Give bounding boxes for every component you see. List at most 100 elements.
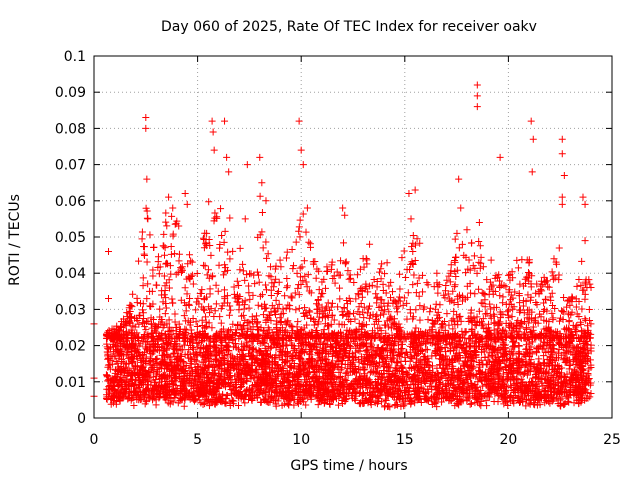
data-point bbox=[496, 292, 503, 299]
data-point bbox=[347, 275, 354, 282]
data-point bbox=[381, 270, 388, 277]
data-point bbox=[205, 266, 212, 273]
data-point bbox=[227, 307, 234, 314]
data-point bbox=[202, 313, 209, 320]
data-point bbox=[229, 248, 236, 255]
data-point bbox=[452, 273, 459, 280]
data-point bbox=[168, 243, 175, 250]
data-point bbox=[296, 223, 303, 230]
data-point bbox=[546, 284, 553, 291]
data-point bbox=[488, 257, 495, 264]
data-point bbox=[281, 292, 288, 299]
data-point bbox=[376, 269, 383, 276]
data-point bbox=[104, 356, 111, 363]
data-point bbox=[292, 306, 299, 313]
data-point bbox=[256, 279, 263, 286]
data-point bbox=[293, 239, 300, 246]
data-point bbox=[190, 280, 197, 287]
data-point bbox=[313, 275, 320, 282]
data-point bbox=[265, 250, 272, 257]
data-point bbox=[235, 282, 242, 289]
data-point bbox=[325, 299, 332, 306]
data-point bbox=[283, 284, 290, 291]
data-point bbox=[297, 265, 304, 272]
data-point bbox=[163, 304, 170, 311]
data-point bbox=[178, 346, 185, 353]
data-point bbox=[156, 306, 163, 313]
data-point bbox=[258, 228, 265, 235]
data-point bbox=[146, 231, 153, 238]
data-point bbox=[334, 303, 341, 310]
data-point bbox=[168, 296, 175, 303]
data-point bbox=[154, 355, 161, 362]
data-point bbox=[329, 300, 336, 307]
data-point bbox=[443, 310, 450, 317]
data-point bbox=[283, 275, 290, 282]
data-point bbox=[140, 274, 147, 281]
data-point bbox=[296, 291, 303, 298]
data-point bbox=[277, 314, 284, 321]
data-point bbox=[171, 250, 178, 257]
data-point bbox=[254, 269, 261, 276]
data-point bbox=[427, 305, 434, 312]
data-point bbox=[308, 396, 315, 403]
data-point bbox=[163, 222, 170, 229]
data-point bbox=[588, 342, 595, 349]
data-point bbox=[294, 270, 301, 277]
data-point bbox=[378, 260, 385, 267]
data-point bbox=[181, 403, 188, 410]
data-point bbox=[409, 281, 416, 288]
data-point bbox=[172, 221, 179, 228]
data-point bbox=[168, 213, 175, 220]
data-point bbox=[350, 279, 357, 286]
data-point bbox=[336, 295, 343, 302]
data-point bbox=[475, 238, 482, 245]
data-point bbox=[483, 402, 490, 409]
data-point bbox=[288, 293, 295, 300]
data-point bbox=[467, 401, 474, 408]
data-point bbox=[226, 255, 233, 262]
data-point bbox=[342, 259, 349, 266]
data-point bbox=[185, 355, 192, 362]
data-point bbox=[129, 291, 136, 298]
data-point bbox=[336, 285, 343, 292]
data-point bbox=[346, 276, 353, 283]
data-point bbox=[240, 312, 247, 319]
data-point bbox=[199, 317, 206, 324]
data-point bbox=[416, 302, 423, 309]
data-point bbox=[241, 399, 248, 406]
data-point bbox=[189, 259, 196, 266]
data-point bbox=[452, 236, 459, 243]
data-point bbox=[162, 210, 169, 217]
data-point bbox=[356, 348, 363, 355]
data-point bbox=[483, 397, 490, 404]
data-point bbox=[451, 283, 458, 290]
data-point bbox=[301, 257, 308, 264]
data-point bbox=[235, 402, 242, 409]
data-points-layer bbox=[91, 81, 595, 410]
data-point bbox=[235, 306, 242, 313]
data-point bbox=[547, 297, 554, 304]
data-point bbox=[171, 310, 178, 317]
data-point bbox=[588, 390, 595, 397]
data-point bbox=[162, 310, 169, 317]
data-point bbox=[515, 264, 522, 271]
data-point bbox=[586, 306, 593, 313]
data-point bbox=[276, 301, 283, 308]
data-point bbox=[241, 306, 248, 313]
data-point bbox=[338, 397, 345, 404]
data-point bbox=[387, 279, 394, 286]
data-point bbox=[283, 254, 290, 261]
data-point bbox=[144, 280, 151, 287]
data-point bbox=[384, 259, 391, 266]
data-point bbox=[478, 299, 485, 306]
data-point bbox=[405, 289, 412, 296]
data-point bbox=[220, 271, 227, 278]
data-point bbox=[308, 289, 315, 296]
data-point bbox=[485, 354, 492, 361]
data-point bbox=[471, 290, 478, 297]
data-point bbox=[205, 198, 212, 205]
data-point bbox=[226, 215, 233, 222]
